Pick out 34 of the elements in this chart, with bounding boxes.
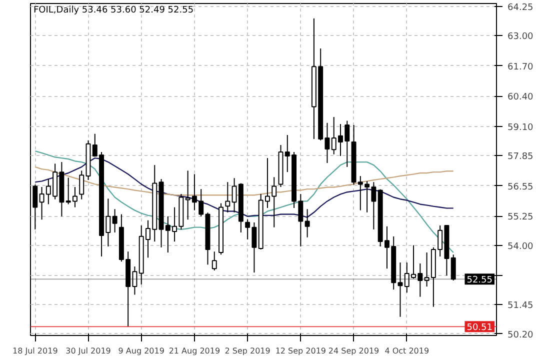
candlestick — [225, 182, 230, 213]
candlestick — [212, 251, 217, 271]
y-tick-label: 61.70 — [508, 62, 534, 72]
x-tick-label: 21 Aug 2019 — [168, 346, 220, 356]
ref-line-label: 52.55 — [466, 276, 492, 286]
x-tick-label: 2 Sep 2019 — [224, 346, 270, 356]
x-tick-label: 4 Oct 2019 — [384, 346, 430, 356]
x-tick-label: 24 Sep 2019 — [328, 346, 380, 356]
y-tick-label: 54.00 — [508, 242, 534, 252]
candlestick — [252, 222, 257, 274]
line-series — [34, 150, 454, 254]
y-tick-label: 50.20 — [508, 330, 534, 340]
candlestick — [79, 170, 84, 200]
candlestick — [245, 218, 250, 240]
y-tick-label: 64.25 — [508, 2, 534, 13]
candlestick — [112, 208, 118, 233]
ref-line-label: 50.51 — [466, 323, 492, 334]
candlestick — [304, 208, 310, 238]
x-tick-label: 12 Sep 2019 — [275, 346, 326, 356]
y-tick-label: 55.25 — [508, 212, 534, 223]
y-tick-label: 59.10 — [508, 122, 534, 133]
y-tick-label: 57.85 — [508, 152, 534, 162]
y-tick-label: 63.00 — [508, 32, 534, 42]
x-tick-label: 30 Jul 2019 — [66, 346, 111, 356]
chart-title: FOIL,Daily 53.46 53.60 52.49 52.55 — [34, 6, 194, 16]
y-tick-label: 56.55 — [508, 182, 534, 192]
y-tick-label: 60.40 — [508, 92, 534, 103]
candlestick — [450, 254, 456, 281]
y-tick-label: 51.45 — [508, 301, 534, 312]
x-tick-label: 9 Aug 2019 — [118, 346, 164, 356]
candlestick — [398, 262, 403, 318]
candlestick — [424, 252, 430, 288]
x-tick-label: 18 Jul 2019 — [12, 346, 58, 356]
candlestick — [32, 184, 38, 230]
